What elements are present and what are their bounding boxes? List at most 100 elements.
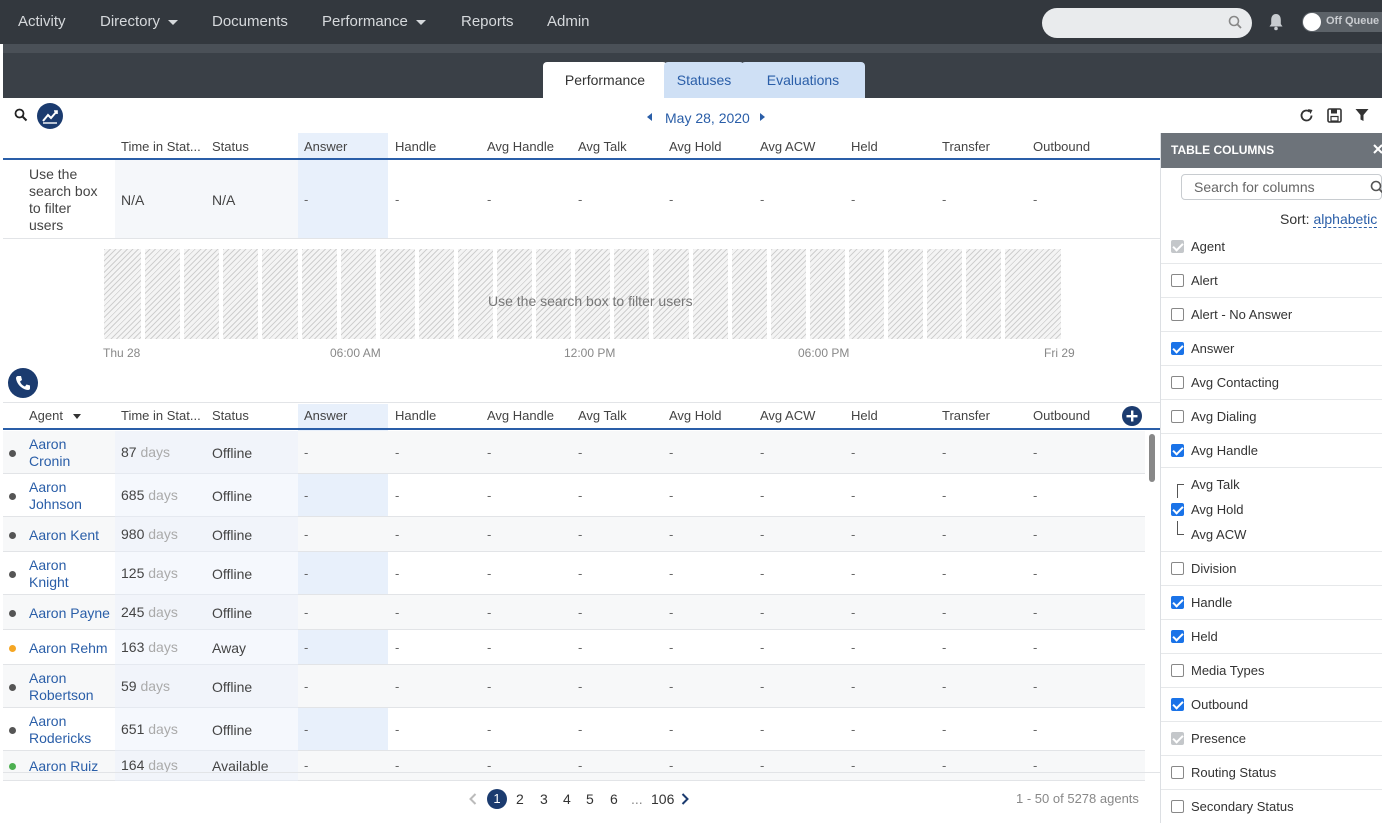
- column-option[interactable]: Media Types: [1161, 654, 1382, 688]
- agent-name-link[interactable]: Aaron Kent: [29, 526, 100, 543]
- col-header-avg-hold[interactable]: Avg Hold: [669, 408, 722, 423]
- table-row[interactable]: [3, 517, 1145, 552]
- column-checkbox[interactable]: [1171, 308, 1184, 321]
- column-checkbox[interactable]: [1171, 664, 1184, 677]
- save-icon[interactable]: [1327, 108, 1342, 123]
- table-row[interactable]: [3, 552, 1145, 595]
- search-icon[interactable]: [14, 108, 28, 122]
- column-checkbox[interactable]: [1171, 240, 1184, 253]
- column-search-input[interactable]: Search for columns: [1181, 174, 1382, 200]
- column-option[interactable]: Alert: [1161, 264, 1382, 298]
- column-checkbox[interactable]: [1171, 596, 1184, 609]
- column-option[interactable]: Answer: [1161, 332, 1382, 366]
- column-option[interactable]: Held: [1161, 620, 1382, 654]
- column-checkbox[interactable]: [1171, 766, 1184, 779]
- column-checkbox[interactable]: [1171, 444, 1184, 457]
- sort-dropdown[interactable]: alphabetic: [1313, 211, 1378, 228]
- table-scrollbar[interactable]: [1149, 434, 1155, 482]
- table-row[interactable]: [3, 751, 1145, 781]
- phone-icon[interactable]: [8, 368, 38, 398]
- column-checkbox[interactable]: [1171, 732, 1184, 745]
- page-4-button[interactable]: 4: [563, 791, 571, 807]
- agent-name-link[interactable]: Aaron Knight: [29, 556, 69, 590]
- column-sub-option[interactable]: Avg Talk: [1191, 477, 1240, 492]
- close-icon[interactable]: [1373, 144, 1382, 154]
- col-header-avg-handle[interactable]: Avg Handle: [487, 408, 554, 423]
- agent-name-link[interactable]: Aaron Rehm: [29, 639, 108, 656]
- page-3-button[interactable]: 3: [540, 791, 548, 807]
- column-checkbox[interactable]: [1171, 410, 1184, 423]
- column-checkbox[interactable]: [1171, 800, 1184, 813]
- table-row[interactable]: [3, 630, 1145, 665]
- col-header-avg-acw[interactable]: Avg ACW: [760, 408, 816, 423]
- nav-documents[interactable]: Documents: [212, 13, 288, 30]
- table-row[interactable]: [3, 431, 1145, 474]
- column-option[interactable]: Division: [1161, 552, 1382, 586]
- page-2-button[interactable]: 2: [516, 791, 524, 807]
- col-header-transfer[interactable]: Transfer: [942, 408, 990, 423]
- agent-name-link[interactable]: Aaron Rodericks: [29, 712, 92, 746]
- agent-name-link[interactable]: Aaron Payne: [29, 604, 110, 621]
- col-header-answer[interactable]: Answer: [304, 408, 348, 423]
- column-sub-option[interactable]: Avg Hold: [1191, 502, 1244, 517]
- chevron-right-icon[interactable]: [681, 793, 689, 805]
- table-row[interactable]: [3, 595, 1145, 630]
- global-search-input[interactable]: [1042, 8, 1252, 38]
- col-header-transfer[interactable]: Transfer: [942, 139, 990, 154]
- filter-icon[interactable]: [1355, 108, 1369, 122]
- col-header-answer[interactable]: Answer: [304, 139, 348, 154]
- col-header-handle[interactable]: Handle: [395, 408, 437, 423]
- col-header-handle[interactable]: Handle: [395, 139, 437, 154]
- tab-statuses[interactable]: Statuses: [664, 62, 744, 98]
- col-header-outbound[interactable]: Outbound: [1033, 139, 1091, 154]
- nav-directory[interactable]: Directory: [100, 13, 179, 30]
- col-header-status[interactable]: Status: [212, 408, 249, 423]
- column-checkbox[interactable]: [1171, 503, 1184, 516]
- column-option[interactable]: Presence: [1161, 722, 1382, 756]
- column-option[interactable]: Agent: [1161, 230, 1382, 264]
- page-1-button[interactable]: 1: [487, 789, 507, 809]
- table-row[interactable]: [3, 665, 1145, 708]
- column-option[interactable]: Outbound: [1161, 688, 1382, 722]
- page-last-button[interactable]: 106: [651, 791, 675, 807]
- chevron-left-icon[interactable]: [469, 793, 477, 805]
- column-checkbox[interactable]: [1171, 274, 1184, 287]
- nav-reports[interactable]: Reports: [461, 13, 514, 30]
- column-sub-option[interactable]: Avg ACW: [1191, 527, 1247, 542]
- col-header-avg-hold[interactable]: Avg Hold: [669, 139, 722, 154]
- queue-toggle[interactable]: Off Queue: [1302, 12, 1382, 32]
- col-header-time-in-status[interactable]: Time in Stat...: [121, 408, 201, 423]
- table-row[interactable]: [3, 708, 1145, 751]
- nav-admin[interactable]: Admin: [547, 13, 590, 30]
- agent-name-link[interactable]: Aaron Robertson: [29, 669, 94, 703]
- tab-performance[interactable]: Performance: [543, 62, 667, 98]
- col-header-held[interactable]: Held: [851, 139, 878, 154]
- agent-name-link[interactable]: Aaron Cronin: [29, 435, 71, 469]
- column-option[interactable]: Avg Dialing: [1161, 400, 1382, 434]
- col-header-avg-handle[interactable]: Avg Handle: [487, 139, 554, 154]
- trend-chart-icon[interactable]: [37, 103, 63, 129]
- page-5-button[interactable]: 5: [586, 791, 594, 807]
- column-option[interactable]: Avg Contacting: [1161, 366, 1382, 400]
- col-header-outbound[interactable]: Outbound: [1033, 408, 1091, 423]
- next-date-icon[interactable]: [760, 113, 765, 121]
- column-checkbox[interactable]: [1171, 698, 1184, 711]
- column-checkbox[interactable]: [1171, 630, 1184, 643]
- column-option[interactable]: Routing Status: [1161, 756, 1382, 790]
- column-option[interactable]: Handle: [1161, 586, 1382, 620]
- column-option[interactable]: Avg Handle: [1161, 434, 1382, 468]
- previous-date-icon[interactable]: [647, 113, 652, 121]
- nav-activity[interactable]: Activity: [18, 13, 66, 30]
- col-header-held[interactable]: Held: [851, 408, 878, 423]
- add-column-icon[interactable]: [1122, 406, 1142, 426]
- page-6-button[interactable]: 6: [610, 791, 618, 807]
- nav-performance[interactable]: Performance: [322, 13, 426, 30]
- column-checkbox[interactable]: [1171, 342, 1184, 355]
- refresh-icon[interactable]: [1299, 108, 1314, 123]
- column-checkbox[interactable]: [1171, 562, 1184, 575]
- col-header-time-in-status[interactable]: Time in Stat...: [121, 139, 201, 154]
- bell-icon[interactable]: [1268, 13, 1284, 31]
- col-header-avg-talk[interactable]: Avg Talk: [578, 408, 627, 423]
- col-header-status[interactable]: Status: [212, 139, 249, 154]
- col-header-avg-acw[interactable]: Avg ACW: [760, 139, 816, 154]
